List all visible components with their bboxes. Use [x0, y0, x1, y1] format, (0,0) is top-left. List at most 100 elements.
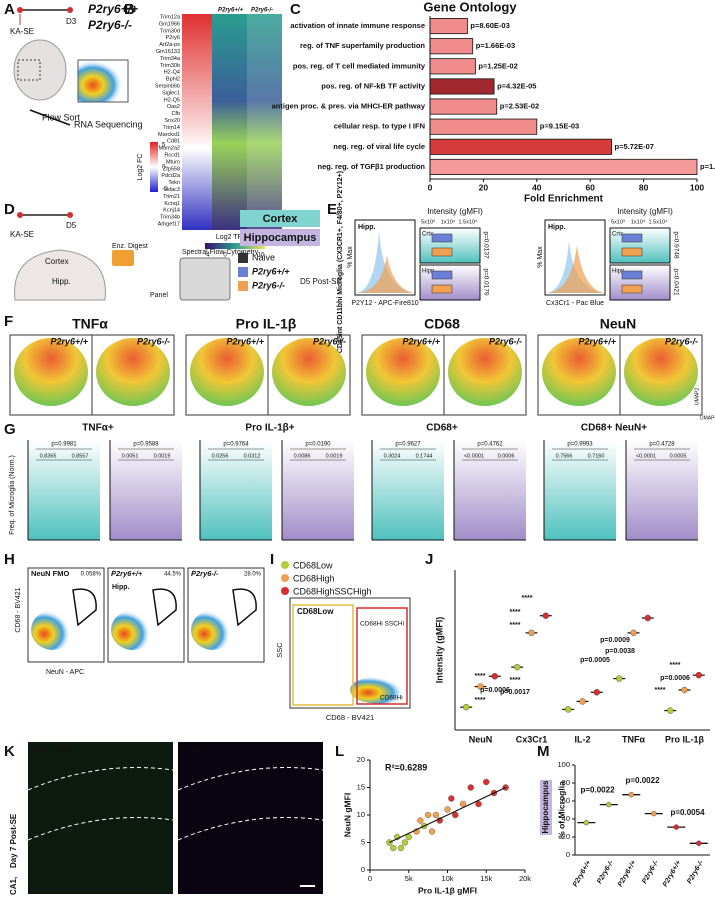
p-value: 0.0019 [326, 453, 343, 459]
point [475, 800, 482, 808]
treatment: KA-SE [10, 27, 34, 36]
label: 5x10³ [421, 219, 435, 225]
gene: Oas2 [167, 104, 180, 110]
axis-label: Fold Enrichment [524, 194, 604, 205]
annotation: p=0.0038 [605, 648, 635, 655]
p-value: 0.0005 [670, 453, 687, 459]
axis-label: NeuN - APC [46, 669, 84, 676]
genotype: P2ry6-/- [489, 336, 522, 346]
x-tick-label: P2ry6+/+ [572, 859, 593, 888]
label: IBA1 [56, 745, 74, 754]
panel-title: TNFα+ [82, 423, 114, 434]
label: Hipp. [612, 269, 626, 275]
bar [429, 138, 612, 155]
point [401, 839, 409, 846]
panel-label: C [290, 1, 301, 18]
box [431, 284, 453, 294]
umap [542, 338, 616, 406]
dot [644, 614, 651, 622]
legend-label: CD68High [293, 573, 335, 583]
legend-swatch [238, 253, 248, 263]
y-tick-label: 60 [562, 796, 570, 805]
gene: Siglec1 [162, 90, 180, 96]
dot [667, 707, 674, 714]
region-box [240, 210, 320, 227]
annotation: p=0.0006 [660, 675, 690, 682]
flow-density [191, 610, 235, 650]
label: P2ry6+/+ [111, 569, 143, 578]
box [431, 247, 453, 257]
bar [429, 38, 474, 55]
dot [463, 703, 470, 711]
genotype: P2ry6+/+ [578, 336, 616, 346]
y-tick-label: 20 [562, 832, 570, 841]
label: Log2 FC [137, 154, 144, 181]
gene: Trim34b [160, 215, 180, 221]
p-value: p=0.0137 [482, 231, 489, 259]
tube [112, 250, 134, 266]
dot [696, 840, 702, 846]
axis-label: Freq. of Microglia (Norm.) [9, 455, 16, 535]
scale-bar [300, 885, 315, 887]
p-value: p=0.9981 [51, 442, 77, 448]
timepoint [67, 7, 73, 13]
x-tick-label: 0 [428, 182, 433, 192]
fit-line [389, 786, 506, 844]
micrograph [178, 742, 323, 894]
brain-slice [14, 249, 106, 301]
dot [477, 683, 484, 690]
legend-label: CD68Low [293, 560, 333, 570]
marker-title: CD68 [424, 316, 460, 332]
bar [429, 158, 698, 175]
p-value: p=2.53E-02 [500, 102, 539, 111]
genotype: P2ry6+/+ [50, 336, 88, 346]
p-value: 0.7160 [588, 453, 605, 459]
label: 0 [162, 165, 166, 171]
dot [616, 675, 623, 682]
label: P2ry6+/+ [218, 8, 244, 14]
label: Log2 TPM [216, 234, 248, 241]
point [444, 806, 451, 813]
label: P2ry6-/- [251, 8, 273, 14]
marker-title: TNFα [72, 316, 108, 332]
axis-label: NeuN gMFI [342, 793, 352, 837]
label: 5 [162, 143, 166, 149]
annotation: **** [510, 609, 521, 616]
label: KA-SE [10, 230, 34, 239]
x-tick-label: 40 [532, 182, 542, 192]
gene: Art2a-ps [159, 42, 180, 48]
y-tick-label: 0 [566, 850, 570, 859]
legend-swatch [281, 587, 289, 595]
p-value: 0.0312 [244, 453, 261, 459]
label: CA1, [9, 877, 18, 895]
y-tick-label: 80 [562, 778, 570, 787]
dot [673, 824, 679, 830]
label: pos. reg. of T cell mediated immunity [293, 61, 426, 70]
axis-label: Pro IL-1β gMFI [418, 885, 477, 895]
timepoint [67, 212, 73, 218]
box [621, 284, 643, 294]
y-tick-label: 5 [361, 837, 365, 846]
annotation: p=0.0005 [580, 657, 610, 664]
histogram [544, 219, 606, 296]
umap [272, 338, 346, 406]
x-tick-label: TNFα [622, 734, 645, 744]
point [483, 778, 490, 786]
label: DAPI [32, 745, 51, 754]
genotype: P2ry6+/+ [88, 2, 138, 16]
gene: Trim12a [160, 14, 181, 20]
p-value: p=0.9588 [133, 442, 159, 448]
panel-bg [626, 440, 698, 540]
p-value: 0.8557 [72, 453, 89, 459]
dot [491, 673, 498, 680]
panel-label: D [4, 201, 15, 218]
label: Hippocampus [244, 232, 317, 244]
point [424, 811, 432, 819]
bar [429, 98, 498, 115]
y-tick-label: 20 [357, 755, 365, 764]
label: Hipp. [52, 277, 71, 286]
label: Enz. Digest [112, 243, 148, 250]
label: % Max [347, 246, 354, 268]
title-box [540, 780, 552, 835]
label: pos. reg. of NF-kB TF activity [321, 81, 426, 90]
